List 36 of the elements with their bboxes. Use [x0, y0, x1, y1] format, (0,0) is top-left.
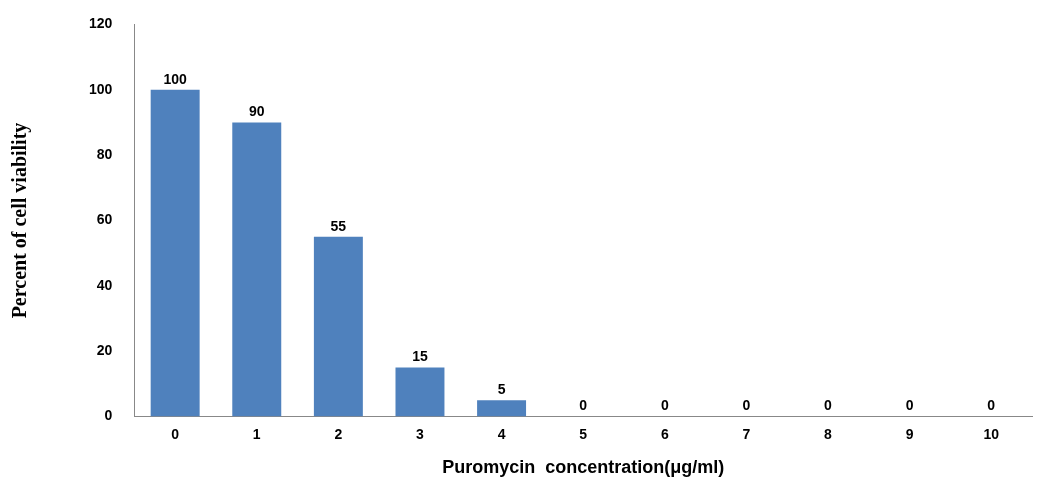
data-label: 0 [905, 397, 914, 414]
x-tick-label: 9 [905, 425, 914, 442]
x-tick-label: 1 [252, 425, 261, 442]
data-label: 0 [824, 397, 833, 414]
x-tick-label: 2 [334, 425, 343, 442]
bar [232, 122, 282, 417]
x-tick-label: 6 [660, 425, 669, 442]
y-tick-label: 20 [96, 342, 113, 359]
x-tick-label: 10 [983, 425, 1000, 442]
data-label: 100 [163, 70, 188, 87]
x-tick-label: 3 [416, 425, 425, 442]
y-tick-label: 120 [89, 15, 113, 32]
data-label: 55 [330, 217, 347, 234]
data-label: 0 [579, 397, 588, 414]
x-axis-title: Puromycin concentration(μg/ml) [442, 457, 725, 478]
x-tick-label: 5 [579, 425, 588, 442]
data-label: 0 [742, 397, 751, 414]
data-label: 90 [248, 103, 265, 120]
y-tick-label: 40 [96, 276, 113, 293]
data-label: 0 [987, 397, 996, 414]
y-axis-title: Percent of cell viability [8, 122, 32, 319]
bar [313, 236, 363, 417]
data-label: 0 [660, 397, 669, 414]
y-tick-label: 80 [96, 145, 113, 162]
x-tick-label: 8 [824, 425, 833, 442]
y-tick-label: 100 [89, 80, 113, 97]
bar [150, 89, 200, 417]
x-tick-label: 4 [497, 425, 506, 442]
bar [477, 400, 527, 417]
x-tick-label: 7 [742, 425, 751, 442]
y-tick-label: 60 [96, 211, 113, 228]
x-tick-label: 0 [171, 425, 180, 442]
data-label: 5 [497, 381, 506, 398]
y-tick-label: 0 [104, 407, 113, 424]
data-label: 15 [412, 348, 428, 365]
bar [395, 367, 445, 417]
